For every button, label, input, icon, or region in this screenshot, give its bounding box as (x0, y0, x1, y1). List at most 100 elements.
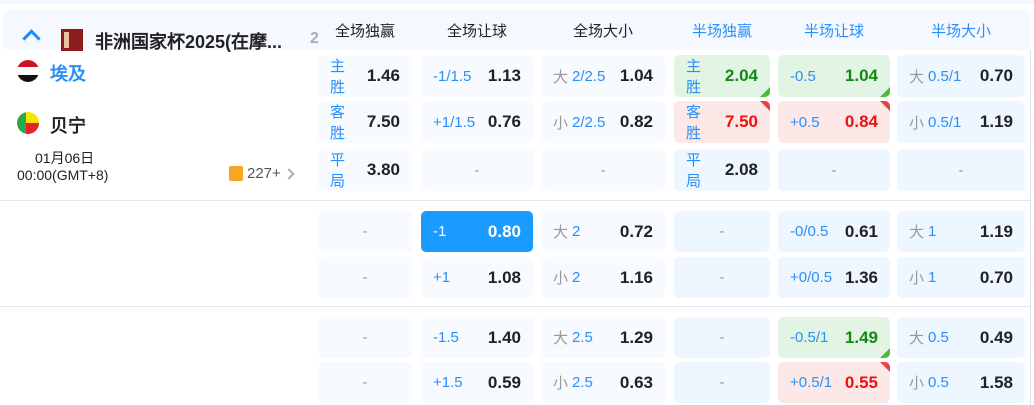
empty-odds: - (958, 161, 964, 179)
odds-line: 0.5/1 (928, 113, 962, 131)
empty-odds: - (362, 374, 368, 391)
odds-cell[interactable]: +1.5 0.59 (421, 362, 533, 403)
odds-line: 平局 (686, 152, 702, 190)
odds-down-indicator-icon (880, 101, 890, 111)
odds-cell: - (674, 362, 770, 403)
odds-value: 1.46 (366, 66, 400, 85)
odds-value: 1.16 (619, 267, 653, 287)
odds-cell[interactable]: 大 2/2.5 1.04 (541, 55, 665, 97)
odds-line: 2 (572, 223, 581, 240)
markets-count: 227+ (247, 165, 281, 182)
odds-cell[interactable]: 大 2.5 1.29 (541, 317, 665, 358)
odds-cell[interactable]: -0/0.5 0.61 (778, 211, 890, 252)
odds-value: 1.08 (487, 267, 521, 287)
odds-cell[interactable]: 主胜 1.46 (318, 55, 412, 97)
odds-line: +1 (433, 269, 451, 286)
odds-line: 2 (572, 269, 581, 286)
odds-value: 2.04 (724, 66, 758, 85)
scrollbar-track[interactable] (1030, 50, 1031, 405)
league-name[interactable]: 非洲国家杯2025(在摩... (95, 32, 283, 52)
odds-side: 大 (553, 330, 569, 347)
odds-value: 1.13 (487, 66, 521, 85)
odds-cell[interactable]: 小 0.5/1 1.19 (897, 101, 1025, 143)
odds-value: 0.70 (979, 66, 1013, 85)
odds-cell[interactable]: +0.5/1 0.55 (778, 362, 890, 403)
section-divider (0, 306, 1030, 307)
odds-line: +1/1.5 (433, 113, 476, 131)
odds-cell: - (541, 149, 665, 191)
collapse-chevron-icon[interactable] (22, 29, 41, 48)
odds-cell[interactable]: 小 0.5 1.58 (897, 362, 1025, 403)
odds-value: 0.55 (844, 372, 878, 392)
odds-value: 1.19 (979, 221, 1013, 241)
odds-value: 0.70 (979, 267, 1013, 287)
odds-line: 0.5 (928, 374, 949, 391)
benin-flag-icon (17, 112, 39, 134)
odds-cell[interactable]: +1/1.5 0.76 (421, 101, 533, 143)
odds-line: 2/2.5 (572, 113, 606, 131)
odds-cell[interactable]: 客胜 7.50 (674, 101, 770, 143)
odds-cell[interactable]: +1 1.08 (421, 257, 533, 298)
odds-line: 2/2.5 (572, 67, 606, 85)
odds-cell[interactable]: -1 0.80 (421, 211, 533, 252)
odds-line: +0.5 (790, 113, 820, 131)
odds-side: 大 (553, 224, 569, 241)
odds-line: 客胜 (686, 104, 702, 142)
odds-line: -0/0.5 (790, 223, 829, 240)
odds-cell[interactable]: 主胜 2.04 (674, 55, 770, 97)
odds-value: 0.63 (619, 372, 653, 392)
odds-value: 1.04 (844, 66, 878, 85)
odds-cell[interactable]: 小 2 1.16 (541, 257, 665, 298)
odds-cell[interactable]: 平局 2.08 (674, 149, 770, 191)
empty-odds: - (362, 223, 368, 240)
odds-line: 平局 (330, 152, 346, 190)
odds-cell[interactable]: 客胜 7.50 (318, 101, 412, 143)
odds-side: 大 (553, 68, 569, 86)
odds-value: 1.36 (844, 267, 878, 287)
empty-odds: - (362, 329, 368, 346)
odds-cell[interactable]: 大 1 1.19 (897, 211, 1025, 252)
top-bar (0, 0, 1034, 4)
empty-odds: - (719, 374, 725, 391)
odds-value: 7.50 (724, 112, 758, 131)
league-logo-icon (61, 29, 83, 51)
odds-up-indicator-icon (880, 348, 890, 358)
odds-cell[interactable]: 小 1 0.70 (897, 257, 1025, 298)
odds-cell[interactable]: 大 0.5/1 0.70 (897, 55, 1025, 97)
odds-cell[interactable]: -1.5 1.40 (421, 317, 533, 358)
odds-value: 0.82 (619, 112, 653, 131)
markets-icon (229, 166, 243, 181)
odds-cell[interactable]: 平局 3.80 (318, 149, 412, 191)
odds-line: 1 (928, 223, 937, 240)
odds-cell[interactable]: 小 2/2.5 0.82 (541, 101, 665, 143)
odds-side: 大 (909, 330, 925, 347)
odds-cell[interactable]: -0.5/1 1.49 (778, 317, 890, 358)
odds-side: 小 (553, 114, 569, 132)
league-header[interactable]: 非洲国家杯2025(在摩... 2 (3, 10, 1030, 52)
odds-line: 1 (928, 269, 937, 286)
odds-side: 小 (553, 375, 569, 392)
odds-line: 0.5 (928, 329, 949, 346)
odds-line: 主胜 (330, 58, 346, 96)
odds-cell[interactable]: +0.5 0.84 (778, 101, 890, 143)
odds-value: 1.04 (619, 66, 653, 85)
match-date: 01月06日 (35, 150, 95, 166)
odds-side: 小 (553, 270, 569, 287)
empty-odds: - (719, 223, 725, 240)
odds-cell[interactable]: -0.5 1.04 (778, 55, 890, 97)
odds-line: 主胜 (686, 58, 702, 96)
empty-odds: - (831, 161, 837, 179)
more-markets-link[interactable]: 227+ (229, 165, 295, 182)
odds-cell[interactable]: +0/0.5 1.36 (778, 257, 890, 298)
odds-side: 大 (909, 224, 925, 241)
home-team[interactable]: 埃及 (50, 64, 86, 84)
match-datetime: 01月06日 00:00(GMT+8) (17, 150, 108, 184)
odds-value: 7.50 (366, 112, 400, 131)
odds-cell[interactable]: -1/1.5 1.13 (421, 55, 533, 97)
away-team[interactable]: 贝宁 (50, 116, 86, 136)
odds-cell[interactable]: 小 2.5 0.63 (541, 362, 665, 403)
odds-cell[interactable]: 大 0.5 0.49 (897, 317, 1025, 358)
odds-value: 0.72 (619, 221, 653, 241)
odds-side: 小 (909, 114, 925, 132)
odds-cell[interactable]: 大 2 0.72 (541, 211, 665, 252)
